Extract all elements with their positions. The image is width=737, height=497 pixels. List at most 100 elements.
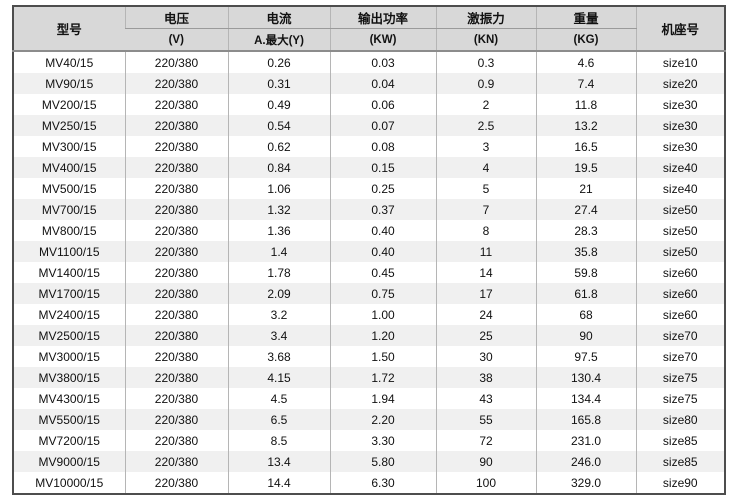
cell-voltage: 220/380 [124, 346, 228, 367]
cell-output-power: 0.08 [329, 136, 436, 157]
cell-voltage: 220/380 [124, 367, 228, 388]
cell-frame-size: size40 [635, 178, 725, 199]
cell-excitation-force: 100 [435, 472, 536, 494]
cell-current: 1.36 [227, 220, 330, 241]
cell-current: 8.5 [227, 430, 330, 451]
cell-weight: 134.4 [535, 388, 636, 409]
cell-frame-size: size70 [635, 325, 725, 346]
column-header-voltage: 电压 [124, 6, 228, 29]
cell-voltage: 220/380 [124, 241, 228, 262]
cell-output-power: 0.03 [329, 51, 436, 73]
cell-model: MV300/15 [41, 139, 97, 154]
cell-current: 3.4 [227, 325, 330, 346]
cell-voltage: 220/380 [124, 220, 228, 241]
cell-frame-size: size50 [635, 220, 725, 241]
cell-model: MV700/15 [13, 199, 125, 220]
cell-voltage: 220/380 [124, 73, 228, 94]
cell-excitation-force: 3 [435, 136, 536, 157]
cell-weight: 97.5 [535, 346, 636, 367]
table-row: MV200/15 220/380 0.49 0.06 2 11.8 size30 [13, 94, 725, 115]
cell-current: 1.4 [227, 241, 330, 262]
cell-weight: 165.8 [535, 409, 636, 430]
table-row: MV700/15 220/380 1.32 0.37 7 27.4 size50 [13, 199, 725, 220]
table-row: MV7200/15 220/380 8.5 3.30 72 231.0 size85 [13, 430, 725, 451]
cell-frame-size: size40 [635, 157, 725, 178]
cell-frame-size: size85 [635, 430, 725, 451]
cell-output-power: 5.80 [329, 451, 436, 472]
cell-excitation-force: 72 [435, 430, 536, 451]
cell-weight: 35.8 [535, 241, 636, 262]
cell-model: MV10000/15 [35, 475, 104, 490]
cell-excitation-force: 17 [435, 283, 536, 304]
cell-frame-size: size75 [635, 367, 725, 388]
header-row-labels: 型号 电压 电流 输出功率 激振力 重量 机座号 [13, 6, 725, 51]
cell-weight: 130.4 [535, 367, 636, 388]
cell-output-power: 0.75 [329, 283, 436, 304]
cell-output-power: 1.20 [329, 325, 436, 346]
cell-current: 4.15 [227, 367, 330, 388]
unit-voltage: (V) [125, 28, 228, 51]
cell-output-power: 0.37 [329, 199, 436, 220]
cell-excitation-force: 8 [435, 220, 536, 241]
cell-frame-size: size60 [635, 304, 725, 325]
cell-frame-size: size20 [635, 73, 725, 94]
cell-weight: 246.0 [535, 451, 636, 472]
cell-model: MV3800/15 [13, 367, 125, 388]
cell-current: 14.4 [227, 472, 330, 494]
cell-current: 1.78 [227, 262, 330, 283]
cell-frame-size: size80 [635, 409, 725, 430]
table-row: MV5500/15 220/380 6.5 2.20 55 165.8 size80 [13, 409, 725, 430]
cell-voltage: 220/380 [124, 262, 228, 283]
cell-model: MV3000/15 [38, 349, 100, 364]
column-header-excitation-force: 激振力 [435, 6, 536, 29]
cell-model: MV90/15 [13, 73, 125, 94]
table-row: MV10000/15 220/380 14.4 6.30 100 329.0 size90 [13, 472, 725, 494]
cell-weight: 19.5 [535, 157, 636, 178]
cell-model: MV9000/15 [13, 451, 125, 472]
cell-output-power: 6.30 [329, 472, 436, 494]
cell-current: 3.68 [227, 346, 330, 367]
cell-weight: 59.8 [535, 262, 636, 283]
unit-excitation-force: (KN) [435, 28, 536, 51]
cell-model: MV5500/15 [13, 409, 125, 430]
cell-output-power: 2.20 [329, 409, 436, 430]
cell-weight: 329.0 [535, 472, 636, 494]
cell-weight: 4.6 [535, 51, 636, 73]
cell-voltage: 220/380 [124, 472, 228, 494]
table-body: MV40/15 220/380 0.26 0.03 0.3 4.6 size10 MV90/1… [13, 51, 725, 494]
table-row: MV2400/15 220/380 3.2 1.00 24 68 size60 [13, 304, 725, 325]
cell-current: 4.5 [227, 388, 330, 409]
table-row: MV800/15 220/380 1.36 0.40 8 28.3 size50 [13, 220, 725, 241]
cell-current: 0.54 [227, 115, 330, 136]
column-header-output-power: 输出功率 [329, 6, 436, 29]
cell-output-power: 0.07 [329, 115, 436, 136]
cell-frame-size: size90 [635, 472, 725, 494]
cell-model: MV250/15 [13, 115, 125, 136]
cell-frame-size: size30 [635, 94, 725, 115]
table-row: MV3000/15 220/380 3.68 1.50 30 97.5 size70 [13, 346, 725, 367]
column-header-current: 电流 [227, 6, 330, 29]
cell-weight: 61.8 [535, 283, 636, 304]
cell-excitation-force: 5 [435, 178, 536, 199]
cell-current: 1.32 [227, 199, 330, 220]
table-row: MV9000/15 220/380 13.4 5.80 90 246.0 size85 [13, 451, 725, 472]
cell-output-power: 3.30 [329, 430, 436, 451]
cell-excitation-force: 38 [435, 367, 536, 388]
cell-weight: 21 [535, 178, 636, 199]
cell-frame-size: size50 [635, 199, 725, 220]
cell-output-power: 0.04 [329, 73, 436, 94]
cell-model: MV400/15 [13, 157, 125, 178]
cell-excitation-force: 7 [435, 199, 536, 220]
cell-voltage: 220/380 [124, 199, 228, 220]
cell-excitation-force: 0.3 [435, 51, 536, 73]
cell-model: MV1400/15 [38, 265, 100, 280]
unit-output-power: (KW) [329, 28, 436, 51]
cell-frame-size: size60 [635, 262, 725, 283]
cell-model: MV2500/15 [13, 325, 125, 346]
cell-weight: 68 [535, 304, 636, 325]
cell-excitation-force: 2 [435, 94, 536, 115]
cell-output-power: 1.72 [329, 367, 436, 388]
cell-current: 0.84 [227, 157, 330, 178]
cell-frame-size: size85 [635, 451, 725, 472]
cell-frame-size: size50 [635, 241, 725, 262]
